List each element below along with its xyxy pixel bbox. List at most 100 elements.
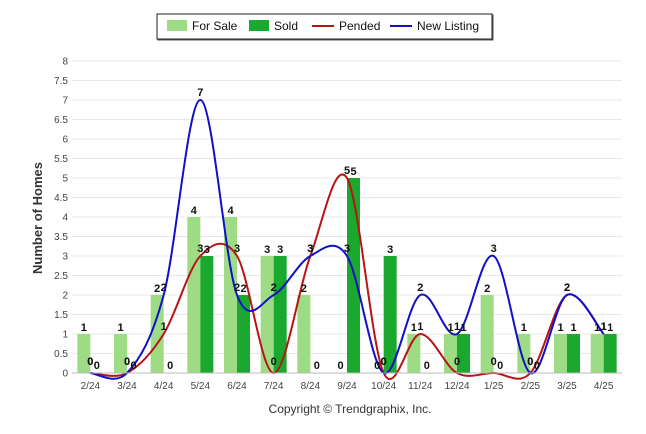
legend-swatch [167, 20, 187, 31]
data-label: 2 [301, 283, 307, 295]
x-tick-label: 4/24 [154, 381, 174, 392]
y-tick-label: 4 [62, 213, 68, 224]
bar-series [77, 178, 617, 373]
data-label: 0 [167, 360, 173, 372]
x-axis-ticks: 2/24 3/24 4/24 5/24 6/24 7/24 8/24 9/24 10/24 11/… [81, 381, 614, 392]
data-label: 4 [191, 205, 198, 217]
data-label: 1 [411, 322, 417, 334]
data-label: 2 [564, 282, 570, 294]
y-tick-label: 6 [62, 135, 68, 146]
data-label: 1 [557, 322, 563, 334]
data-label: 3 [277, 244, 283, 256]
data-label: 1 [570, 322, 576, 334]
y-tick-label: 3 [62, 252, 68, 263]
data-label: 0 [491, 356, 497, 368]
data-label: 1 [117, 322, 123, 334]
data-label: 1 [417, 321, 423, 333]
line-new-listing [90, 98, 605, 380]
data-label: 2 [417, 282, 423, 294]
data-label: 1 [454, 321, 460, 333]
data-label: 0 [124, 356, 130, 368]
data-label: 5 [344, 165, 350, 177]
data-label: 2 [564, 282, 570, 294]
x-tick-label: 4/25 [594, 381, 614, 392]
legend: For Sale Sold Pended New Listing [156, 13, 494, 41]
data-label: 4 [227, 205, 234, 217]
y-tick-label: 0 [62, 369, 68, 380]
data-label: 2 [234, 282, 240, 294]
data-label: 0 [454, 356, 460, 368]
y-tick-label: 4.5 [54, 193, 68, 204]
data-label: 3 [197, 243, 203, 255]
bar-for-sale [150, 295, 164, 373]
y-tick-label: 5 [62, 174, 68, 185]
legend-swatch [249, 20, 269, 31]
bar-sold [567, 334, 580, 373]
bar-sold [200, 256, 214, 373]
x-tick-label: 2/25 [521, 381, 541, 392]
data-label: 0 [337, 360, 343, 372]
y-axis-title: Number of Homes [30, 162, 45, 274]
legend-label: For Sale [192, 19, 238, 33]
bar-sold [457, 334, 470, 373]
legend-label: Sold [274, 19, 298, 33]
x-tick-label: 3/25 [557, 381, 577, 392]
line-pended [90, 173, 605, 381]
data-label: 3 [491, 243, 497, 255]
data-label: 0 [381, 356, 387, 368]
data-label: 1 [521, 322, 527, 334]
data-label: 2 [240, 283, 246, 295]
data-label: 5 [350, 166, 356, 178]
line-series [90, 98, 605, 381]
bar-for-sale [260, 256, 274, 373]
bar-for-sale [114, 334, 127, 373]
data-label: 0 [374, 360, 380, 372]
data-label: 2 [161, 282, 167, 294]
y-tick-label: 7.5 [54, 76, 68, 87]
data-label: 0 [87, 356, 93, 368]
data-label: 0 [271, 356, 277, 368]
copyright-footer: Copyright © Trendgraphix, Inc. [269, 402, 432, 416]
data-label: 2 [484, 283, 490, 295]
data-label: 0 [381, 356, 387, 368]
data-label: 3 [307, 243, 313, 255]
data-label: 1 [447, 322, 453, 334]
data-label: 2 [154, 283, 160, 295]
y-tick-label: 7 [62, 96, 68, 107]
data-label: 0 [130, 360, 136, 372]
data-label: 0 [124, 356, 130, 368]
x-tick-label: 5/24 [191, 381, 211, 392]
x-tick-label: 2/24 [81, 381, 101, 392]
bar-sold [603, 334, 617, 373]
y-tick-label: 1 [62, 330, 68, 341]
y-tick-label: 5.5 [54, 154, 68, 165]
bar-for-sale [590, 334, 604, 373]
bar-for-sale [517, 334, 531, 373]
y-tick-label: 2 [62, 291, 68, 302]
data-label: 0 [527, 356, 533, 368]
data-label: 3 [307, 243, 313, 255]
data-label: 1 [81, 322, 87, 334]
data-label: 0 [94, 360, 100, 372]
bar-for-sale [480, 295, 494, 373]
y-axis-ticks: 0 0.5 1 1.5 2 2.5 3 3.5 4 4.5 5 5.5 6 6.5 7 7.5 8 [54, 57, 68, 380]
data-label: 1 [460, 322, 466, 334]
x-tick-label: 1/25 [484, 381, 504, 392]
y-tick-label: 2.5 [54, 271, 68, 282]
y-tick-label: 0.5 [54, 349, 68, 360]
data-label: 0 [314, 360, 320, 372]
x-tick-label: 11/24 [408, 381, 433, 392]
data-label: 1 [601, 321, 607, 333]
data-label: 1 [601, 321, 607, 333]
bar-for-sale [224, 217, 237, 373]
legend-label: Pended [339, 19, 380, 33]
bar-sold [383, 256, 397, 373]
data-label: 3 [264, 244, 270, 256]
x-tick-label: 10/24 [371, 381, 396, 392]
bar-sold [237, 295, 250, 373]
y-tick-label: 1.5 [54, 310, 68, 321]
data-label: 0 [497, 360, 503, 372]
y-tick-label: 3.5 [54, 232, 68, 243]
